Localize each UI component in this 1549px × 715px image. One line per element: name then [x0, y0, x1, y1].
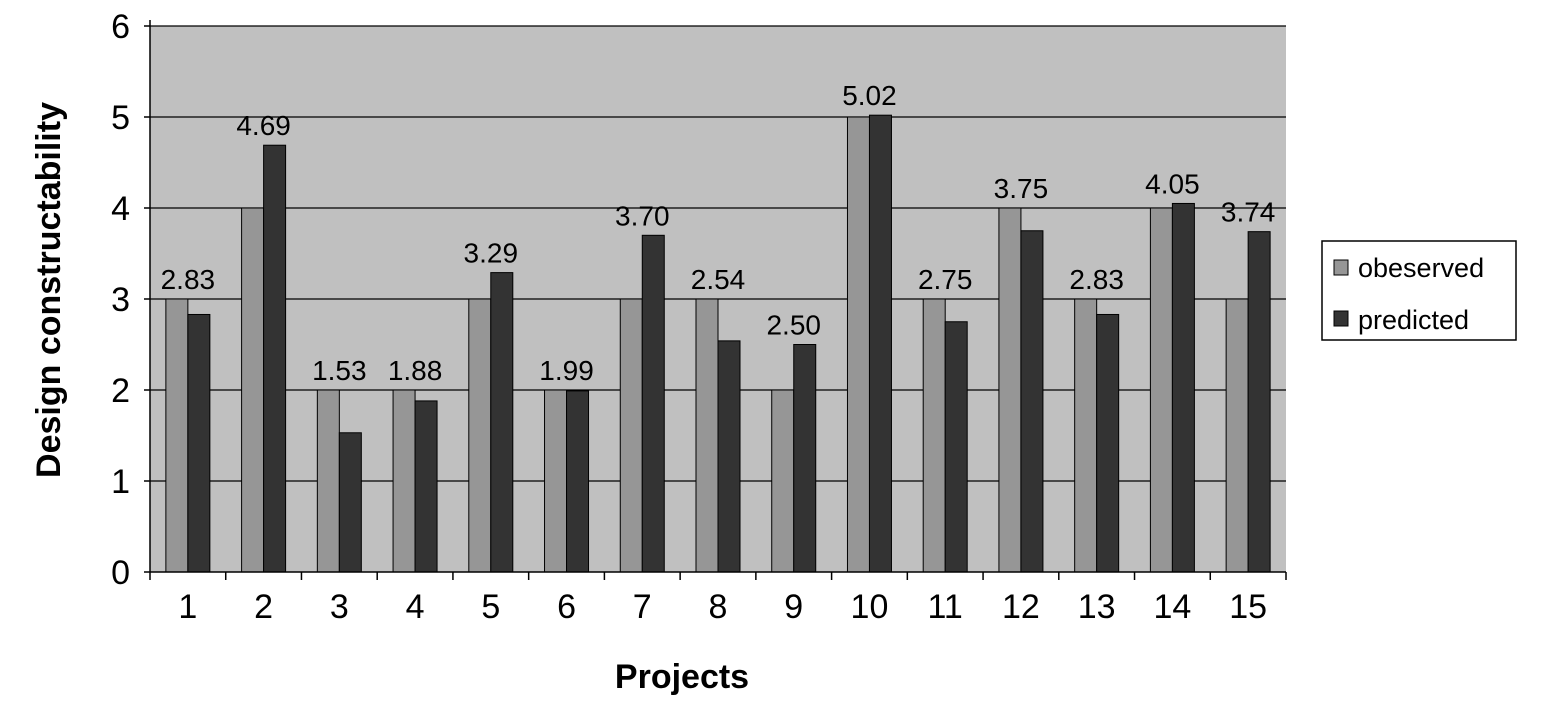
legend-swatch-predicted [1333, 310, 1349, 327]
bar-predicted [641, 234, 665, 573]
bar-predicted [263, 144, 287, 573]
data-label: 4.69 [236, 110, 291, 141]
data-label: 4.05 [1145, 168, 1200, 199]
bar-predicted [338, 432, 362, 573]
x-tick-label: 10 [851, 588, 889, 626]
x-tick-labels: 1 2 3 4 5 6 7 8 9 10 11 12 13 14 15 [178, 588, 1267, 626]
data-label: 3.75 [994, 173, 1049, 204]
data-label: 3.29 [464, 238, 519, 269]
bar-observed [695, 298, 719, 573]
x-tick-label: 6 [557, 588, 576, 626]
data-label: 2.75 [918, 264, 973, 295]
bar-observed [846, 116, 870, 573]
bar-predicted [1171, 202, 1195, 573]
data-label: 3.70 [615, 200, 670, 231]
data-label: 2.83 [161, 264, 216, 295]
y-tick-label: 6 [111, 8, 130, 46]
data-label: 2.50 [766, 310, 821, 341]
bar-predicted [717, 340, 741, 573]
bar-observed [922, 298, 946, 573]
bar-observed [468, 298, 492, 573]
bar-predicted [944, 321, 968, 573]
data-label: 1.99 [539, 355, 594, 386]
bar-observed [544, 389, 568, 573]
bar-observed [771, 389, 795, 573]
bar-predicted [793, 344, 817, 573]
bar-observed [1074, 298, 1098, 573]
y-tick-labels: 0 1 2 3 4 5 6 [111, 8, 130, 592]
y-tick-label: 0 [111, 554, 130, 592]
data-label: 1.88 [388, 355, 443, 386]
legend-box [1321, 240, 1517, 341]
data-label: 2.54 [691, 264, 746, 295]
y-tick-label: 4 [111, 190, 130, 228]
legend: obeserved predicted [1321, 240, 1517, 341]
x-tick-label: 11 [928, 588, 963, 626]
x-tick-label: 4 [406, 588, 425, 626]
bar-observed [392, 389, 416, 573]
bar-observed [998, 207, 1022, 573]
y-tick-label: 1 [111, 463, 130, 501]
x-tick-label: 9 [784, 588, 803, 626]
bar-observed [241, 207, 265, 573]
x-axis-title: Projects [615, 658, 749, 696]
x-tick-label: 14 [1153, 588, 1191, 626]
bar-observed [1225, 298, 1249, 573]
data-label: 2.83 [1069, 264, 1124, 295]
bar-predicted [868, 114, 892, 573]
axes [144, 20, 1287, 580]
legend-label-predicted: predicted [1358, 305, 1469, 335]
x-tick-label: 12 [1002, 588, 1040, 626]
bar-observed [165, 298, 189, 573]
data-label: 5.02 [842, 80, 897, 111]
data-label: 3.74 [1221, 197, 1276, 228]
bar-predicted [1020, 230, 1044, 573]
x-tick-label: 3 [330, 588, 349, 626]
x-tick-label: 1 [178, 588, 197, 626]
bar-predicted [1247, 231, 1271, 573]
y-tick-label: 2 [111, 372, 130, 410]
bar-predicted [490, 272, 514, 573]
bar-predicted [1096, 313, 1120, 573]
bar-predicted [187, 313, 211, 573]
bars [165, 114, 1271, 573]
x-tick-label: 15 [1229, 588, 1267, 626]
x-tick-label: 5 [481, 588, 500, 626]
legend-label-observed: obeserved [1358, 253, 1484, 283]
bar-predicted [566, 390, 590, 573]
bar-predicted [414, 400, 438, 573]
bar-observed [316, 389, 340, 573]
y-tick-label: 3 [111, 281, 130, 319]
x-tick-label: 2 [254, 588, 273, 626]
bar-observed [619, 298, 643, 573]
legend-swatch-observed [1333, 259, 1349, 276]
bar-observed [1149, 207, 1173, 573]
data-label: 1.53 [312, 355, 367, 386]
data-labels: 2.83 4.69 1.53 1.88 3.29 1.99 3.70 2.54 2.50 5.02… [161, 80, 1276, 386]
y-axis-title: Design constructability [30, 102, 68, 478]
y-tick-label: 5 [111, 99, 130, 137]
x-tick-label: 8 [709, 588, 728, 626]
x-tick-label: 7 [633, 588, 652, 626]
x-tick-label: 13 [1078, 588, 1116, 626]
